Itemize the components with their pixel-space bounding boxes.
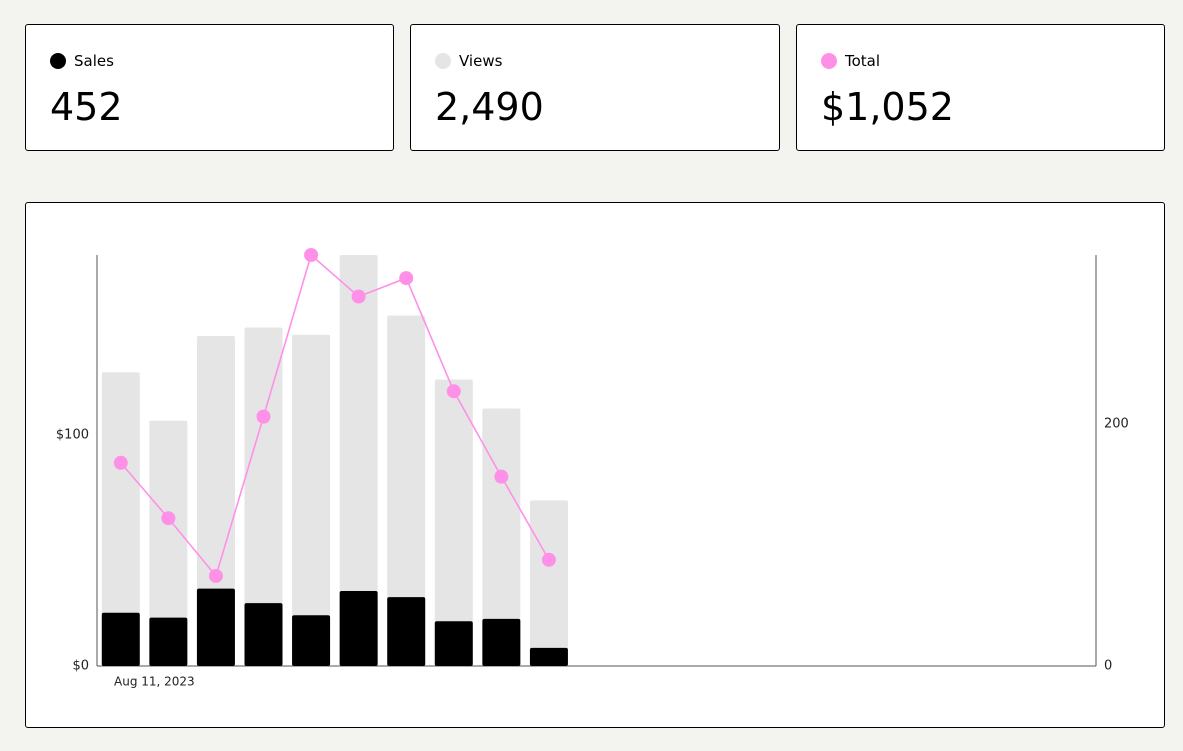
legend-dot xyxy=(50,53,66,69)
bar xyxy=(529,500,568,666)
legend-dot xyxy=(821,53,837,69)
legend-label: Views xyxy=(459,52,503,70)
kpi-value: 452 xyxy=(50,85,123,129)
bar xyxy=(434,621,473,666)
bar xyxy=(149,420,188,666)
line xyxy=(120,253,550,578)
x-tick-label: Aug 11, 2023 xyxy=(114,675,195,689)
bar xyxy=(529,647,568,666)
line-point xyxy=(256,409,271,424)
bar xyxy=(292,615,331,666)
bar xyxy=(387,597,426,666)
line-point xyxy=(113,455,128,470)
kpi-label: Total xyxy=(821,52,880,70)
bar xyxy=(434,379,473,666)
kpi-card: Views 2,490 xyxy=(410,24,780,151)
kpi-card: Sales 452 xyxy=(25,24,394,151)
bar xyxy=(244,603,283,666)
line-point xyxy=(399,271,414,286)
bar xyxy=(339,591,378,666)
line-point xyxy=(541,552,556,567)
bar xyxy=(482,408,521,666)
bar xyxy=(101,372,140,666)
line-point xyxy=(446,384,461,399)
y2-tick-label: 0 xyxy=(1104,659,1112,674)
kpi-label: Sales xyxy=(50,52,114,70)
line-point xyxy=(351,289,366,304)
line-point xyxy=(161,511,176,526)
line-point xyxy=(208,568,223,583)
bar xyxy=(196,588,235,666)
chart: $0 $100 0 200 Aug 11, 2023 xyxy=(56,248,1129,689)
bar xyxy=(149,617,188,666)
chart-card: $0 $100 0 200 Aug 11, 2023 xyxy=(25,202,1165,728)
bar xyxy=(339,255,378,666)
bar xyxy=(292,334,331,666)
legend-label: Total xyxy=(845,52,881,70)
bar xyxy=(244,327,283,666)
y-tick-label: $0 xyxy=(72,659,89,674)
line-point xyxy=(304,248,319,262)
bar xyxy=(387,315,426,666)
legend-dot xyxy=(435,53,451,69)
y-tick-label: $100 xyxy=(56,428,89,443)
y2-tick-label: 200 xyxy=(1104,417,1129,432)
bar xyxy=(196,335,235,666)
kpi-label: Views xyxy=(435,52,502,70)
kpi-card: Total $1,052 xyxy=(796,24,1165,151)
line-point xyxy=(494,469,509,484)
bar xyxy=(482,618,521,666)
kpi-value: $1,052 xyxy=(821,85,954,129)
bar xyxy=(101,612,140,666)
kpi-value: 2,490 xyxy=(435,85,544,129)
legend-label: Sales xyxy=(74,52,114,70)
